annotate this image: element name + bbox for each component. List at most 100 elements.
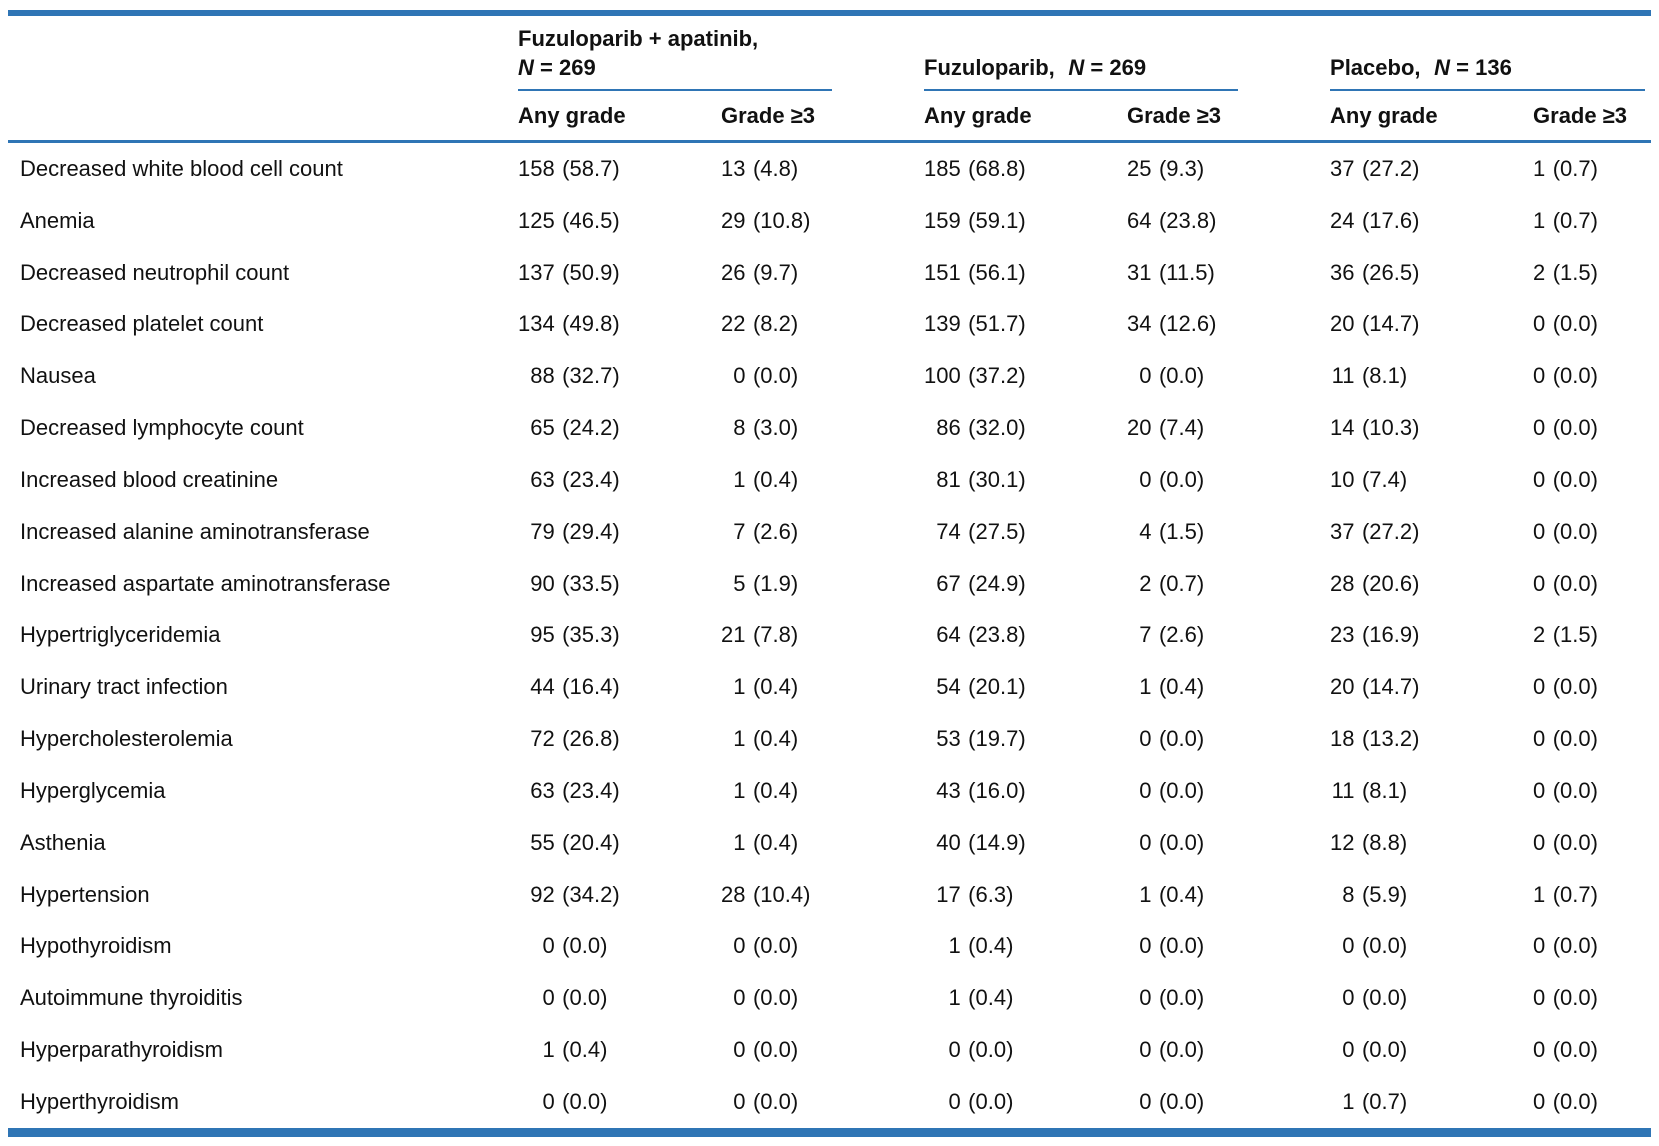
value-cell: 28 (20.6) [1330, 558, 1533, 610]
value-cell: 1 (0.4) [721, 454, 924, 506]
percent: (1.5) [1552, 622, 1598, 648]
adverse-events-table-frame: Fuzuloparib + apatinib, N = 269 Fuzulopar… [8, 10, 1651, 1137]
count: 8 [1342, 881, 1355, 907]
count: 36 [1330, 259, 1355, 285]
col-header-grade-ge3-3: Grade ≥3 [1533, 91, 1651, 143]
value-cell: 0 (0.0) [1533, 298, 1651, 350]
value-cell: 1 (0.4) [924, 972, 1127, 1024]
percent: (0.0) [1552, 777, 1598, 803]
event-label: Hyperglycemia [20, 777, 166, 803]
percent: (0.0) [1158, 1088, 1205, 1114]
count: 81 [936, 466, 961, 492]
percent: (0.0) [1158, 777, 1205, 803]
value-cell: 37 (27.2) [1330, 506, 1533, 558]
percent: (0.0) [1158, 1036, 1205, 1062]
count: 64 [1127, 207, 1152, 233]
count: 40 [936, 829, 961, 855]
percent: (46.5) [562, 207, 620, 233]
percent: (0.0) [752, 1088, 799, 1114]
percent: (7.4) [1361, 466, 1408, 492]
value-cell: 0 (0.0) [1533, 506, 1651, 558]
percent: (0.4) [562, 1036, 608, 1062]
percent: (9.3) [1158, 155, 1205, 181]
value-cell: 0 (0.0) [1533, 817, 1651, 869]
col-header-any-grade-1: Any grade [518, 91, 721, 143]
percent: (0.0) [1552, 829, 1598, 855]
percent: (0.0) [562, 933, 608, 959]
count: 17 [936, 881, 961, 907]
value-cell: 0 (0.0) [1127, 350, 1330, 402]
count: 64 [936, 622, 961, 648]
count: 0 [1533, 363, 1546, 389]
value-cell: 37 (27.2) [1330, 142, 1533, 195]
count: 20 [1330, 674, 1355, 700]
n-value: = 269 [540, 54, 596, 80]
count: 0 [1533, 466, 1546, 492]
value-cell: 23 (16.9) [1330, 609, 1533, 661]
count: 0 [1342, 933, 1355, 959]
count: 1 [1139, 881, 1152, 907]
percent: (4.8) [752, 155, 799, 181]
percent: (0.0) [1552, 726, 1598, 752]
value-cell: 1 (0.7) [1533, 195, 1651, 247]
count: 0 [948, 1088, 961, 1114]
percent: (8.1) [1361, 777, 1408, 803]
percent: (16.4) [562, 674, 620, 700]
stub-header [8, 91, 518, 143]
value-cell: 18 (13.2) [1330, 713, 1533, 765]
percent: (6.3) [968, 881, 1014, 907]
value-cell: 0 (0.0) [1533, 454, 1651, 506]
percent: (0.0) [1158, 829, 1205, 855]
count: 72 [530, 726, 555, 752]
count: 158 [518, 155, 555, 181]
count: 0 [733, 985, 746, 1011]
percent: (0.4) [1158, 674, 1205, 700]
value-cell: 64 (23.8) [924, 609, 1127, 661]
value-cell: 7 (2.6) [721, 506, 924, 558]
percent: (8.1) [1361, 363, 1408, 389]
count: 86 [936, 415, 961, 441]
count: 0 [1533, 1036, 1546, 1062]
count: 90 [530, 570, 555, 596]
percent: (0.7) [1361, 1088, 1408, 1114]
event-label: Hypercholesterolemia [20, 726, 233, 752]
percent: (0.0) [1552, 466, 1598, 492]
value-cell: 1 (0.4) [721, 765, 924, 817]
count: 100 [924, 363, 961, 389]
count: 12 [1330, 829, 1355, 855]
value-cell: 137 (50.9) [518, 247, 721, 299]
value-cell: 2 (1.5) [1533, 247, 1651, 299]
value-cell: 63 (23.4) [518, 454, 721, 506]
count: 139 [924, 311, 961, 337]
value-cell: 64 (23.8) [1127, 195, 1330, 247]
col-header-any-grade-2: Any grade [924, 91, 1127, 143]
percent: (13.2) [1361, 726, 1420, 752]
percent: (10.3) [1361, 415, 1420, 441]
table-row: Hypothyroidism 0 (0.0) 0 (0.0) 1 (0.4) 0 (0.0) 0(… [8, 920, 1651, 972]
percent: (10.8) [752, 207, 811, 233]
value-cell: 0 (0.0) [518, 1076, 721, 1128]
count: 74 [936, 518, 961, 544]
count: 0 [1139, 1036, 1152, 1062]
value-cell: 24 (17.6) [1330, 195, 1533, 247]
percent: (17.6) [1361, 207, 1420, 233]
percent: (1.5) [1158, 518, 1205, 544]
value-cell: 0 (0.0) [1533, 1076, 1651, 1128]
event-label: Autoimmune thyroiditis [20, 985, 243, 1011]
value-cell: 21 (7.8) [721, 609, 924, 661]
event-label: Decreased lymphocyte count [20, 415, 304, 441]
value-cell: 63 (23.4) [518, 765, 721, 817]
count: 159 [924, 207, 961, 233]
value-cell: 0 (0.0) [924, 1076, 1127, 1128]
value-cell: 0 (0.0) [1127, 454, 1330, 506]
value-cell: 44 (16.4) [518, 661, 721, 713]
percent: (27.5) [968, 518, 1026, 544]
count: 28 [1330, 570, 1355, 596]
percent: (1.9) [752, 570, 799, 596]
percent: (7.8) [752, 622, 799, 648]
value-cell: 0 (0.0) [924, 1024, 1127, 1076]
count: 0 [1533, 674, 1546, 700]
group-header-fuzuloparib-apatinib: Fuzuloparib + apatinib, N = 269 [518, 16, 924, 91]
percent: (0.0) [1361, 1036, 1408, 1062]
percent: (0.4) [1158, 881, 1205, 907]
